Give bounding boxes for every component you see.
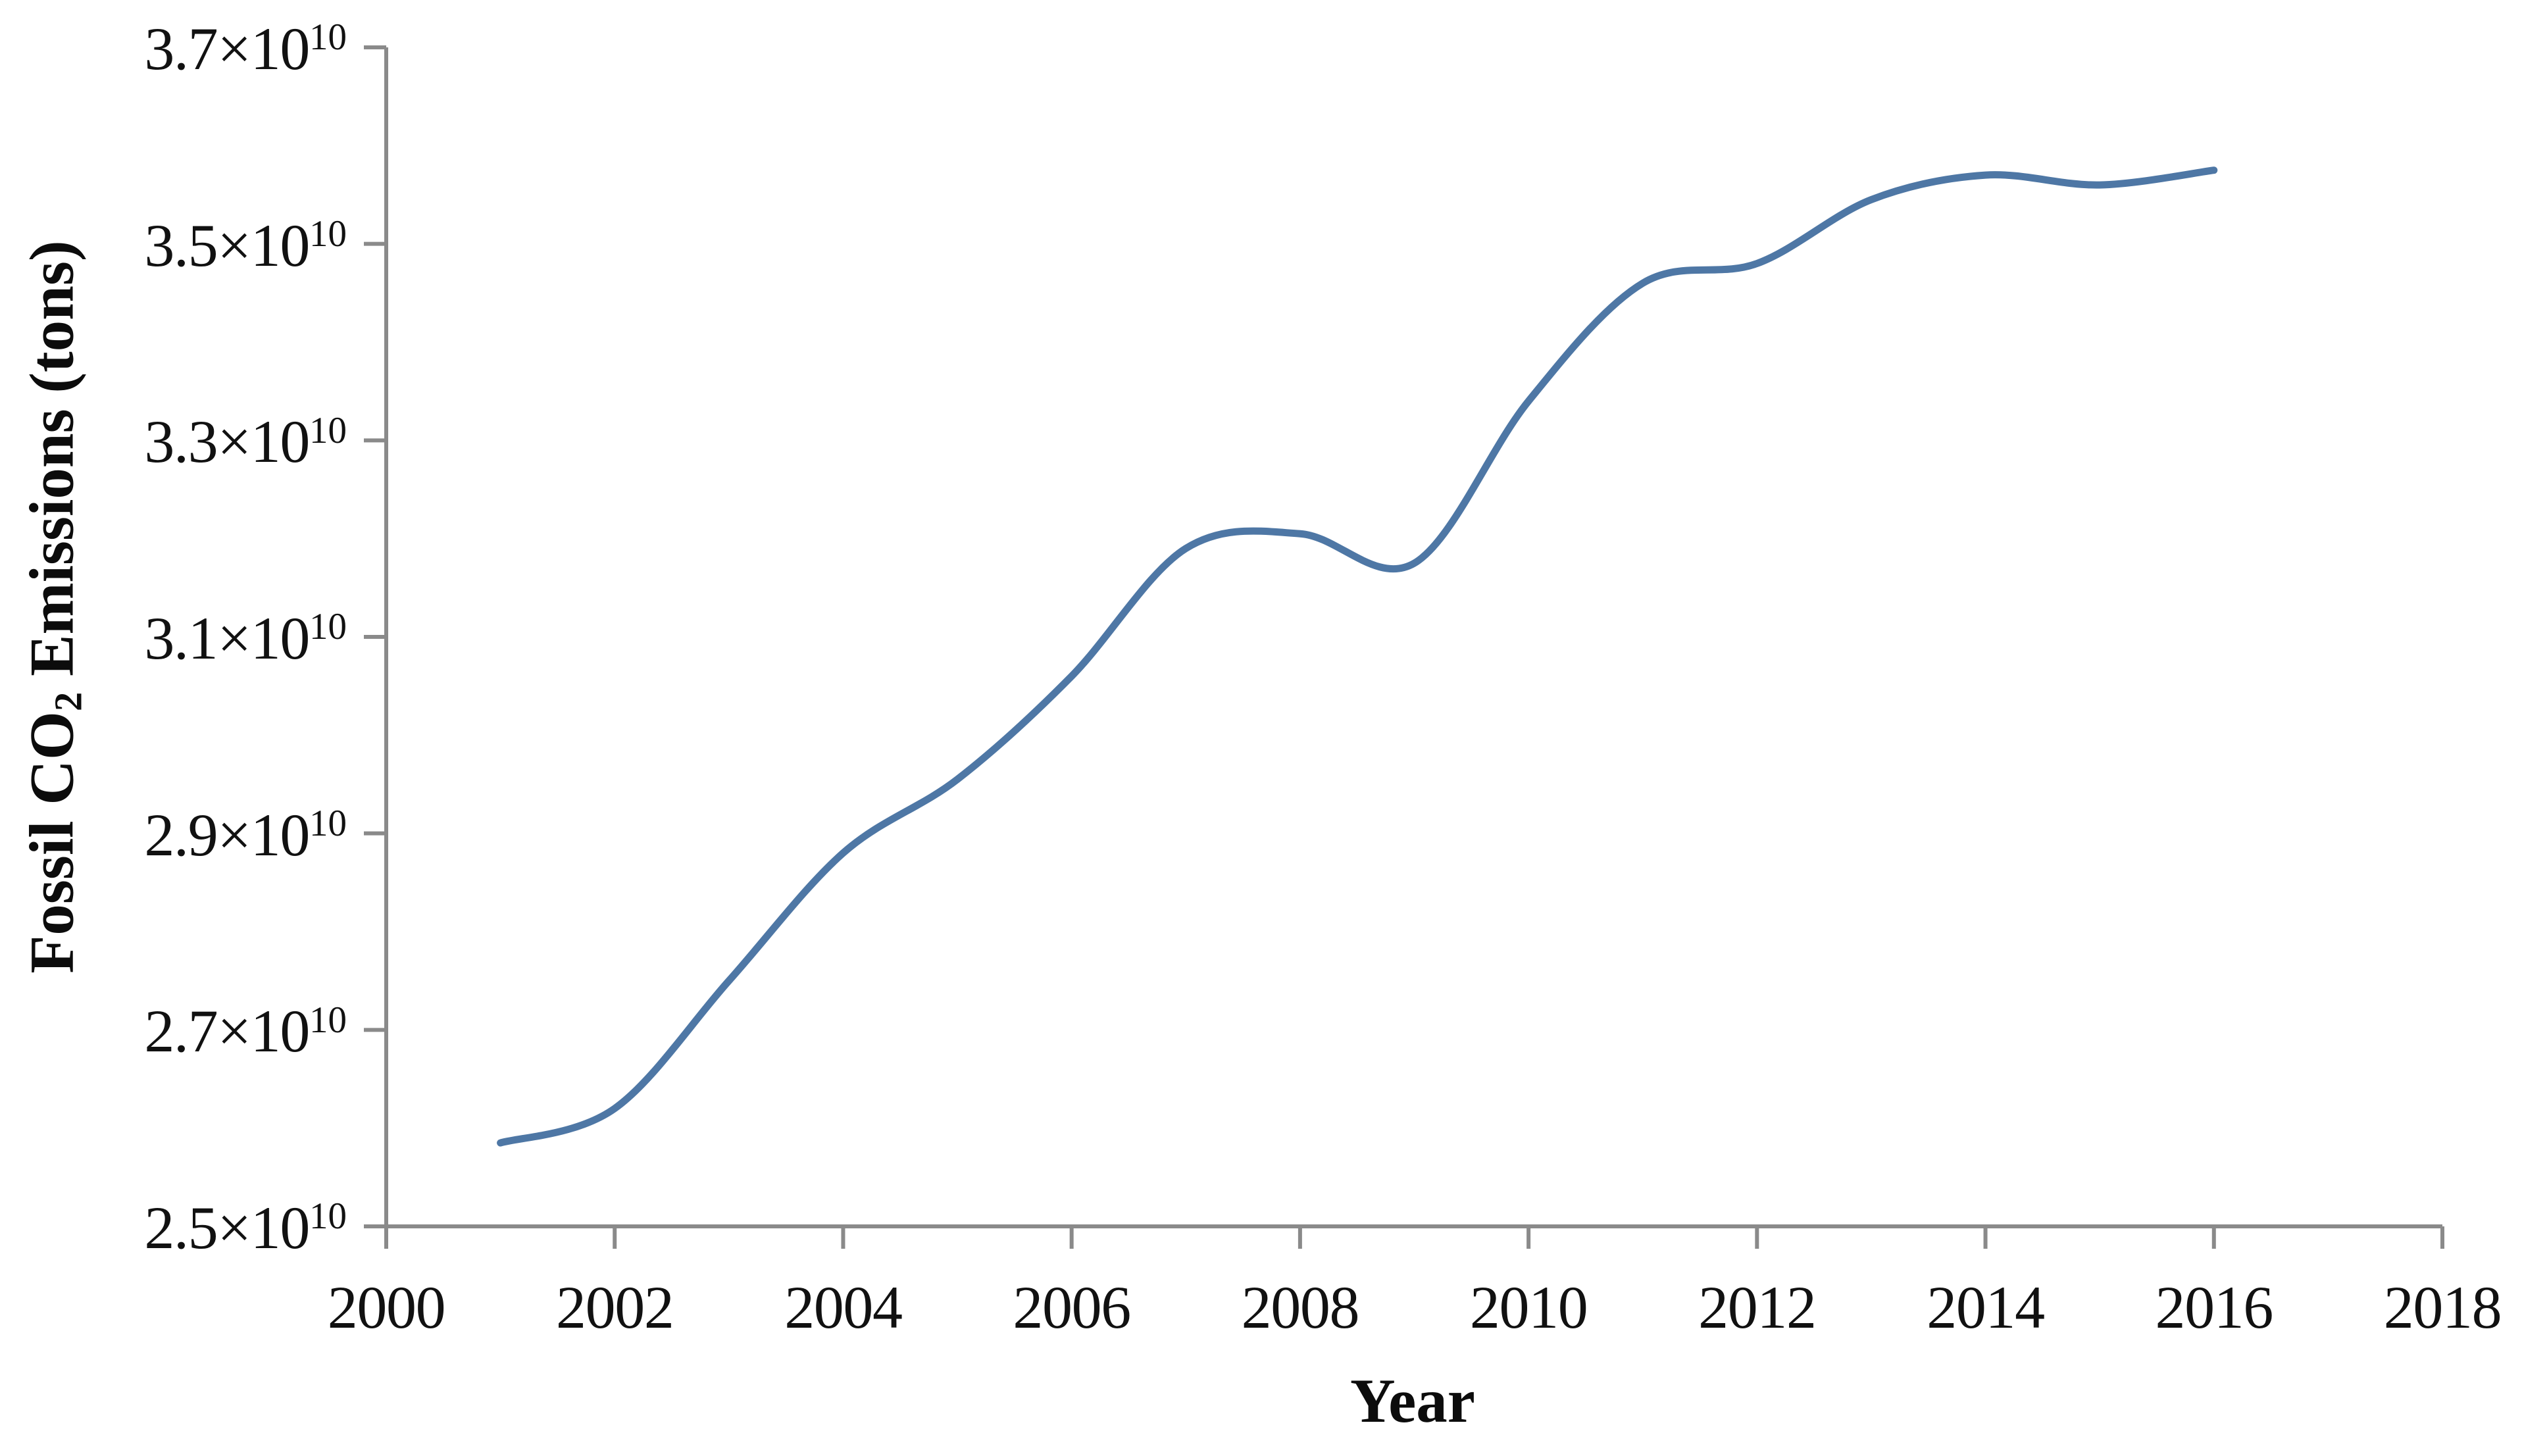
y-tick-text: 3.7×10 bbox=[144, 15, 310, 82]
y-tick-text: 2.9×10 bbox=[144, 801, 310, 868]
emissions-line-series bbox=[497, 166, 2218, 1147]
x-tick-label: 2002 bbox=[555, 1274, 674, 1341]
x-tick-label: 2012 bbox=[1698, 1274, 1817, 1341]
y-axis-title-suffix: Emissions (tons) bbox=[16, 240, 87, 692]
y-tick-label: 3.1×1010 bbox=[0, 601, 347, 684]
y-tick-text: 2.5×10 bbox=[144, 1194, 310, 1261]
x-tick-label: 2004 bbox=[784, 1274, 903, 1341]
tick-marks bbox=[364, 45, 2444, 1249]
y-tick-label: 3.7×1010 bbox=[0, 11, 347, 95]
y-tick-exponent: 10 bbox=[309, 409, 347, 451]
x-tick-label: 2008 bbox=[1241, 1274, 1360, 1341]
x-tick-label: 2006 bbox=[1013, 1274, 1131, 1341]
y-tick-exponent: 10 bbox=[309, 213, 347, 255]
y-tick-exponent: 10 bbox=[309, 606, 347, 648]
y-axis-title-prefix: Fossil CO bbox=[16, 711, 87, 974]
y-tick-text: 3.1×10 bbox=[144, 605, 310, 672]
axis-lines bbox=[384, 47, 2442, 1228]
x-axis-title: Year bbox=[1350, 1366, 1475, 1436]
y-tick-exponent: 10 bbox=[309, 1195, 347, 1238]
y-tick-exponent: 10 bbox=[309, 999, 347, 1041]
x-tick-label: 2010 bbox=[1469, 1274, 1588, 1341]
y-tick-label: 3.3×1010 bbox=[0, 404, 347, 488]
y-tick-text: 2.7×10 bbox=[144, 997, 310, 1065]
y-tick-label: 3.5×1010 bbox=[0, 208, 347, 291]
y-tick-text: 3.5×10 bbox=[144, 211, 310, 279]
x-tick-label: 2018 bbox=[2383, 1274, 2502, 1341]
y-tick-label: 2.9×1010 bbox=[0, 797, 347, 881]
y-axis-title: Fossil CO2 Emissions (tons) bbox=[14, 147, 98, 1068]
y-tick-exponent: 10 bbox=[309, 16, 347, 59]
y-tick-text: 3.3×10 bbox=[144, 408, 310, 476]
x-tick-label: 2016 bbox=[2155, 1274, 2274, 1341]
y-tick-exponent: 10 bbox=[309, 803, 347, 844]
x-tick-label: 2014 bbox=[1927, 1274, 2045, 1341]
x-tick-label: 2000 bbox=[327, 1274, 446, 1341]
y-tick-label: 2.5×1010 bbox=[0, 1190, 347, 1274]
y-tick-label: 2.7×1010 bbox=[0, 993, 347, 1077]
y-axis-title-subscript: 2 bbox=[47, 691, 90, 712]
